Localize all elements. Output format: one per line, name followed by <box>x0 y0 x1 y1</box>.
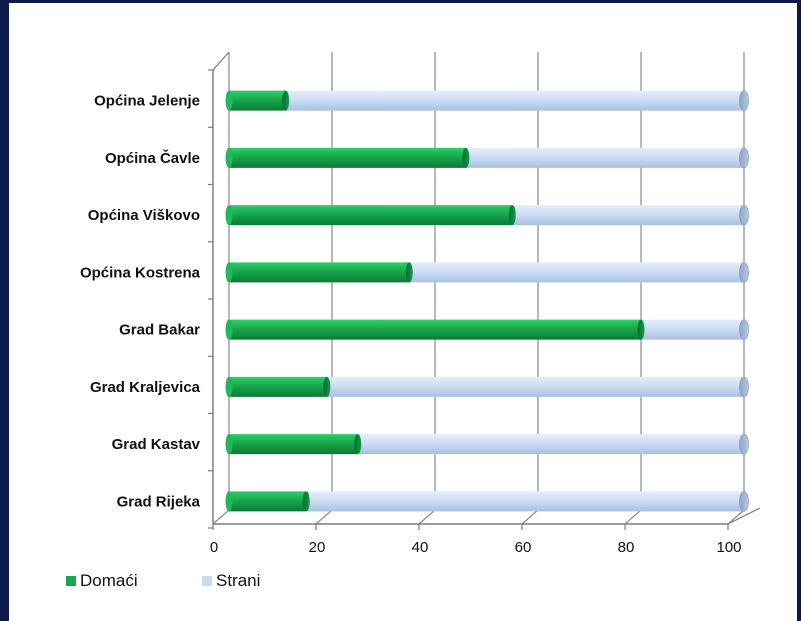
category-label-7: Grad Kastav <box>112 436 201 453</box>
bar-domaci-4 <box>229 262 410 283</box>
bar-domaci-start-2 <box>225 147 233 168</box>
bar-domaci-7 <box>229 434 358 455</box>
floor-line-100 <box>727 509 745 525</box>
bar-domaci-2 <box>229 147 466 168</box>
axes <box>208 51 761 530</box>
legend-label-domaci: Domaći <box>80 571 138 590</box>
category-label-5: Grad Bakar <box>119 322 200 339</box>
bar-strani-5 <box>641 319 744 340</box>
bar-strani-cap-6 <box>739 376 749 398</box>
category-label-8: Grad Rijeka <box>117 493 201 510</box>
bar-domaci-cap-8 <box>302 491 310 512</box>
legend-label-strani: Strani <box>216 571 260 590</box>
bar-strani-cap-8 <box>739 491 749 512</box>
bar-domaci-cap-7 <box>354 434 362 455</box>
bar-domaci-5 <box>229 319 641 340</box>
bar-domaci-start-6 <box>225 376 233 397</box>
bar-domaci-cap-5 <box>637 319 645 340</box>
bar-strani-2 <box>465 147 744 168</box>
bar-domaci-start-8 <box>225 491 233 512</box>
bar-strani-7 <box>357 434 744 455</box>
x-tick-label-100: 100 <box>716 539 741 556</box>
category-label-4: Općina Kostrena <box>80 264 201 281</box>
bar-domaci-cap-2 <box>462 147 470 168</box>
legend: Domaći Strani <box>66 571 260 590</box>
bar-strani-cap-2 <box>739 147 749 169</box>
bar-domaci-8 <box>229 491 307 512</box>
bar-strani-6 <box>326 376 744 397</box>
bar-strani-4 <box>409 262 744 283</box>
category-label-6: Grad Kraljevica <box>90 379 201 396</box>
x-tick-label-80: 80 <box>618 539 635 556</box>
bar-domaci-cap-3 <box>508 205 516 226</box>
bar-domaci-start-3 <box>225 205 233 226</box>
floor-line-60 <box>521 509 539 525</box>
x-tick-label-20: 20 <box>309 539 326 556</box>
category-label-2: Općina Čavle <box>105 149 200 167</box>
category-label-3: Općina Viškovo <box>88 207 200 224</box>
x-axis-right-edge <box>727 507 761 525</box>
bar-domaci-start-4 <box>225 262 233 283</box>
y-axis-top-edge <box>212 51 230 71</box>
bars <box>225 90 749 512</box>
x-tick-label-40: 40 <box>412 539 429 556</box>
legend-swatch-domaci <box>66 576 76 586</box>
bar-strani-8 <box>306 491 744 512</box>
bar-domaci-start-1 <box>225 90 233 111</box>
bar-strani-cap-3 <box>739 204 749 226</box>
bar-domaci-6 <box>229 376 327 397</box>
floor-line-80 <box>624 509 642 525</box>
category-labels: Općina Jelenje Općina Čavle Općina Viškovo… <box>80 93 201 511</box>
bar-strani-cap-4 <box>739 262 749 283</box>
bar-strani-cap-7 <box>739 433 749 455</box>
bar-domaci-start-5 <box>225 319 233 340</box>
bar-domaci-3 <box>229 205 513 226</box>
bar-strani-cap-5 <box>739 319 749 340</box>
legend-swatch-strani <box>202 576 212 586</box>
bar-strani-1 <box>285 90 744 111</box>
floor-line-40 <box>418 509 436 525</box>
bar-strani-3 <box>512 205 744 226</box>
bar-domaci-cap-6 <box>323 376 331 397</box>
floor-line-20 <box>315 509 333 525</box>
bar-domaci-cap-1 <box>282 90 290 111</box>
bar-domaci-start-7 <box>225 434 233 455</box>
bar-strani-cap-1 <box>739 90 749 111</box>
bar-domaci-cap-4 <box>405 262 413 283</box>
x-tick-labels: 0 20 40 60 80 100 <box>210 539 742 556</box>
x-tick-label-0: 0 <box>210 539 218 556</box>
category-label-1: Općina Jelenje <box>94 93 200 110</box>
floor-line-0 <box>212 509 230 525</box>
bar-domaci-1 <box>229 90 286 111</box>
x-tick-label-60: 60 <box>515 539 532 556</box>
